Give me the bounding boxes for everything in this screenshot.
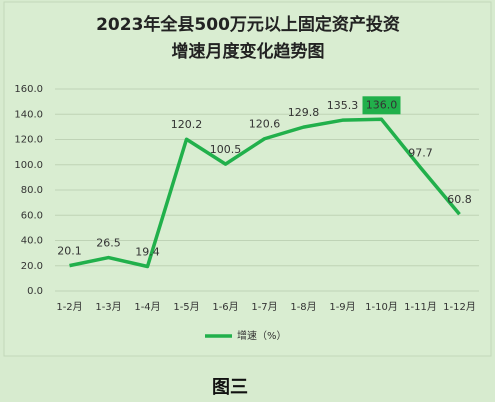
data-label: 120.6 bbox=[249, 118, 281, 131]
y-tick-label: 0.0 bbox=[27, 286, 43, 297]
y-tick-label: 140.0 bbox=[14, 109, 43, 120]
data-label: 129.8 bbox=[288, 106, 320, 119]
y-tick-label: 100.0 bbox=[14, 160, 43, 171]
data-label: 120.2 bbox=[171, 118, 203, 131]
x-tick-label: 1-9月 bbox=[329, 301, 355, 313]
x-tick-label: 1-3月 bbox=[95, 301, 121, 313]
chart-title: 增速月度变化趋势图 bbox=[172, 41, 325, 62]
x-tick-label: 1-11月 bbox=[404, 301, 437, 313]
y-tick-label: 80.0 bbox=[21, 185, 43, 196]
x-tick-label: 1-6月 bbox=[212, 301, 238, 313]
x-tick-label: 1-12月 bbox=[443, 301, 476, 313]
data-label: 19.4 bbox=[135, 246, 160, 259]
x-tick-label: 1-5月 bbox=[173, 301, 199, 313]
data-label: 60.8 bbox=[447, 193, 472, 206]
series-line bbox=[69, 117, 461, 269]
y-tick-label: 20.0 bbox=[21, 261, 43, 272]
chart-title: 2023年全县500万元以上固定资产投资 bbox=[96, 14, 400, 35]
data-label: 26.5 bbox=[96, 237, 121, 250]
data-label: 20.1 bbox=[57, 245, 82, 258]
data-label: 100.5 bbox=[210, 143, 242, 156]
x-tick-label: 1-7月 bbox=[251, 301, 277, 313]
caption: 图三 bbox=[212, 377, 248, 398]
y-tick-label: 60.0 bbox=[21, 210, 43, 221]
data-label: 135.3 bbox=[327, 99, 359, 112]
y-tick-label: 40.0 bbox=[21, 236, 43, 247]
x-tick-label: 1-4月 bbox=[134, 301, 160, 313]
y-tick-label: 160.0 bbox=[14, 84, 43, 95]
y-tick-label: 120.0 bbox=[14, 135, 43, 146]
data-label: 97.7 bbox=[408, 147, 433, 160]
label-highlight bbox=[362, 96, 401, 115]
legend-label: 增速（%） bbox=[237, 329, 287, 342]
x-tick-label: 1-2月 bbox=[56, 301, 82, 313]
data-label: 136.0 bbox=[366, 98, 398, 111]
x-tick-label: 1-8月 bbox=[290, 301, 316, 313]
chart-frame bbox=[3, 1, 492, 357]
x-tick-label: 1-10月 bbox=[365, 301, 398, 313]
